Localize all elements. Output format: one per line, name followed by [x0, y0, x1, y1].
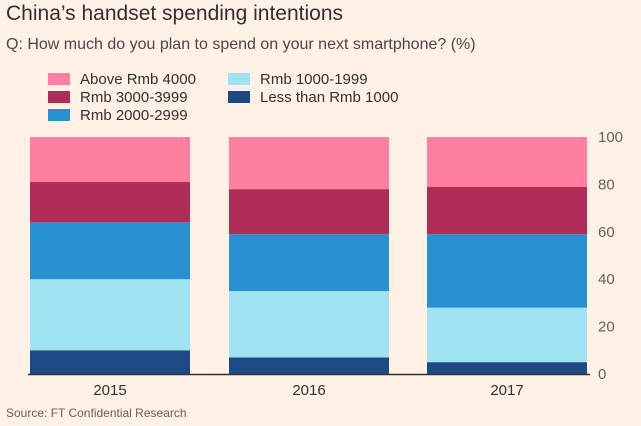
bar-segment-2016-1: [229, 291, 389, 358]
legend-label-above-4000: Above Rmb 4000: [80, 70, 196, 88]
legend-item-1000-1999: Rmb 1000-1999: [228, 70, 368, 88]
legend-label-3000-3999: Rmb 3000-3999: [80, 88, 188, 106]
y-tick-label-20: 20: [598, 319, 615, 336]
source-note: Source: FT Confidential Research: [6, 406, 187, 420]
bar-segment-2017-2: [427, 234, 587, 308]
bar-segment-2016-4: [229, 137, 389, 190]
legend-swatch-2000-2999: [48, 109, 70, 121]
bar-segment-2016-2: [229, 234, 389, 292]
legend-label-below-1000: Less than Rmb 1000: [260, 88, 399, 106]
legend-label-1000-1999: Rmb 1000-1999: [260, 70, 368, 88]
bar-segment-2017-0: [427, 362, 587, 374]
legend-item-above-4000: Above Rmb 4000: [48, 70, 196, 88]
y-tick-label-100: 100: [598, 129, 623, 146]
bar-segment-2017-1: [427, 307, 587, 363]
bar-segment-2015-2: [30, 222, 190, 280]
x-tick-label-2017: 2017: [490, 382, 523, 399]
bar-segment-2015-0: [30, 350, 190, 374]
legend-label-2000-2999: Rmb 2000-2999: [80, 106, 188, 124]
legend-swatch-1000-1999: [228, 73, 250, 85]
bar-segment-2016-3: [229, 189, 389, 235]
bar-segment-2017-3: [427, 186, 587, 235]
bar-segment-2016-0: [229, 357, 389, 374]
legend-item-below-1000: Less than Rmb 1000: [228, 88, 398, 106]
y-tick-label-60: 60: [598, 224, 615, 241]
bar-segment-2015-1: [30, 279, 190, 351]
legend-item-2000-2999: Rmb 2000-2999: [48, 106, 188, 124]
legend-item-3000-3999: Rmb 3000-3999: [48, 88, 188, 106]
bar-segment-2015-4: [30, 137, 190, 183]
legend-swatch-3000-3999: [48, 91, 70, 103]
legend-swatch-below-1000: [228, 91, 250, 103]
chart-title: China’s handset spending intentions: [6, 2, 344, 25]
bar-segment-2015-3: [30, 182, 190, 223]
y-tick-label-40: 40: [598, 271, 615, 288]
x-tick-label-2016: 2016: [292, 382, 325, 399]
y-tick-label-0: 0: [598, 366, 606, 383]
x-tick-label-2015: 2015: [93, 382, 126, 399]
chart-subtitle: Q: How much do you plan to spend on your…: [6, 36, 476, 53]
y-tick-label-80: 80: [598, 176, 615, 193]
bar-segment-2017-4: [427, 137, 587, 187]
legend-swatch-above-4000: [48, 73, 70, 85]
